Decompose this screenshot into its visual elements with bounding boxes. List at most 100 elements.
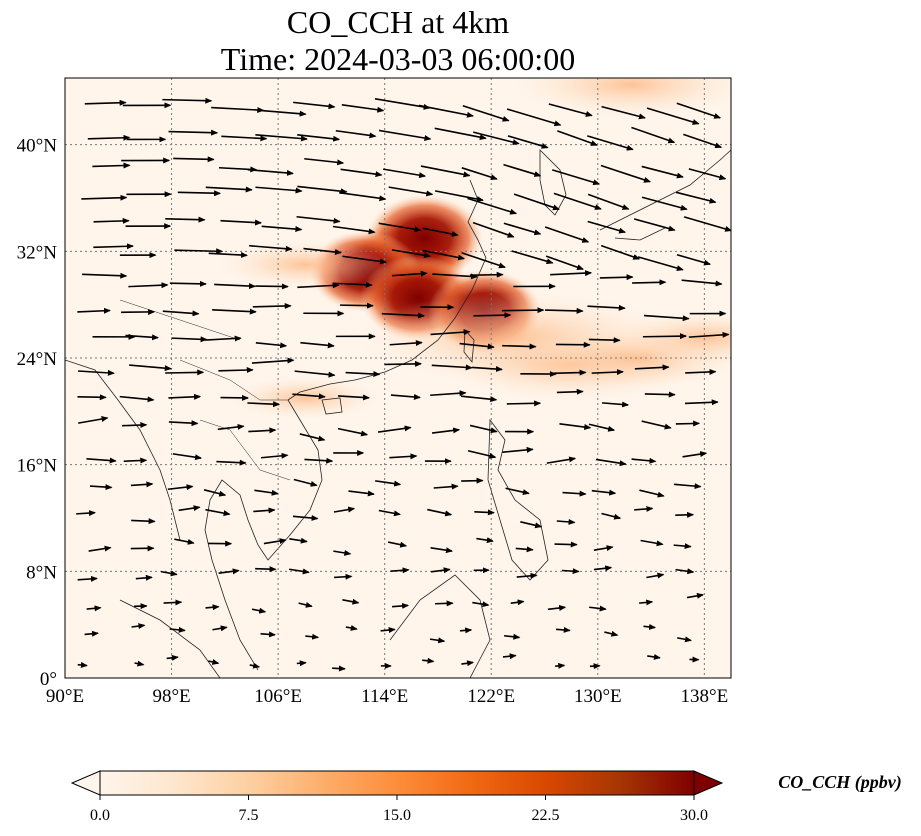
map-frame <box>64 77 732 679</box>
wind-arrow <box>502 446 534 454</box>
wind-arrow <box>342 255 387 265</box>
wind-arrow <box>255 186 303 194</box>
wind-arrow <box>600 244 641 260</box>
wind-arrow <box>544 226 590 243</box>
colorbar-extend-min <box>70 770 101 796</box>
wind-arrow <box>683 133 723 149</box>
coastline-japan <box>599 149 731 241</box>
wind-arrow <box>422 249 466 261</box>
wind-arrow <box>501 307 545 314</box>
wind-arrow <box>545 255 584 271</box>
wind-arrow <box>551 369 587 376</box>
wind-arrow <box>641 196 688 211</box>
wind-arrow <box>84 99 127 106</box>
wind-arrow <box>555 626 571 633</box>
wind-arrow <box>553 192 602 210</box>
wind-arrow <box>604 630 619 637</box>
colorbar-ticks: 0.0 7.5 15.0 22.5 30.0 <box>90 795 708 824</box>
wind-arrow <box>253 507 276 514</box>
wind-arrow <box>688 168 727 181</box>
wind-arrow <box>345 625 358 631</box>
wind-arrow <box>381 312 426 319</box>
wind-arrow <box>377 425 412 433</box>
wind-arrow <box>337 427 369 437</box>
wind-arrow <box>214 283 256 290</box>
wind-arrow <box>469 424 498 434</box>
colorbar-tick-label: 7.5 <box>239 807 259 824</box>
lat-tick-label: 24°N <box>17 349 58 370</box>
wind-arrow <box>502 653 517 660</box>
wind-arrow <box>589 605 607 612</box>
wind-arrow <box>593 545 614 551</box>
wind-arrow <box>298 601 313 608</box>
wind-arrow <box>78 416 109 424</box>
wind-arrow <box>631 457 657 464</box>
wind-arrow <box>432 273 478 280</box>
wind-arrow <box>128 282 169 289</box>
wind-arrow <box>634 505 654 512</box>
wind-arrow <box>380 627 396 634</box>
wind-arrow <box>599 274 634 281</box>
coastline-indochina <box>204 399 323 671</box>
coastline-sumatra <box>119 599 221 678</box>
wind-arrow <box>254 489 279 496</box>
wind-arrow <box>587 135 634 151</box>
wind-arrow <box>510 599 525 606</box>
wind-arrow <box>293 101 336 110</box>
wind-arrow <box>511 250 554 265</box>
wind-arrow <box>431 364 473 371</box>
lat-tick-label: 8°N <box>26 562 57 583</box>
wind-arrow <box>387 541 408 548</box>
wind-arrow <box>84 630 99 637</box>
map-panel <box>65 78 731 678</box>
colorbar: 0.0 7.5 15.0 22.5 30.0 CO_CCH (ppbv) <box>70 770 902 824</box>
wind-arrow <box>169 280 207 287</box>
wind-arrow <box>134 660 145 667</box>
land-borders <box>119 299 291 481</box>
wind-arrow <box>520 521 543 529</box>
wind-arrow <box>420 165 471 178</box>
wind-arrow <box>684 399 719 406</box>
wind-arrow <box>555 662 566 669</box>
wind-arrow <box>77 661 88 668</box>
wind-arrow <box>595 458 627 467</box>
wind-arrow <box>303 247 342 255</box>
lon-tick-label: 106°E <box>254 686 302 707</box>
longitude-tick-labels: 90°E 98°E 106°E 114°E 122°E 130°E 138°E <box>46 686 728 707</box>
wind-arrow <box>430 329 471 336</box>
wind-arrow <box>221 135 268 142</box>
wind-arrow <box>174 248 224 255</box>
wind-arrow <box>203 489 227 497</box>
wind-arrow <box>588 337 621 344</box>
wind-arrow <box>505 487 530 496</box>
wind-arrow <box>260 452 289 459</box>
wind-arrow <box>168 420 199 427</box>
wind-arrow <box>297 134 341 142</box>
wind-arrow <box>673 543 692 550</box>
wind-arrow <box>632 279 667 286</box>
wind-arrow <box>504 633 521 640</box>
lon-tick-label: 122°E <box>467 686 515 707</box>
wind-arrow <box>165 216 206 223</box>
wind-arrow <box>391 249 431 259</box>
wind-arrow <box>587 193 630 210</box>
wind-arrow <box>205 335 242 342</box>
wind-arrow <box>675 568 695 575</box>
wind-arrow <box>589 663 601 670</box>
wind-arrow <box>296 215 341 224</box>
wind-arrow <box>173 156 215 163</box>
wind-arrow <box>208 252 248 259</box>
wind-arrow <box>686 592 704 599</box>
wind-arrow <box>390 567 410 574</box>
wind-arrow <box>119 395 155 403</box>
wind-arrow <box>339 191 387 202</box>
wind-arrow <box>675 191 717 204</box>
colorbar-tick-label: 30.0 <box>680 807 708 824</box>
lat-tick-label: 32°N <box>17 242 58 263</box>
wind-arrow <box>86 605 102 612</box>
wind-arrow <box>382 168 427 179</box>
wind-arrow <box>255 566 277 573</box>
wind-arrow <box>503 163 542 177</box>
wind-arrow <box>77 575 98 582</box>
